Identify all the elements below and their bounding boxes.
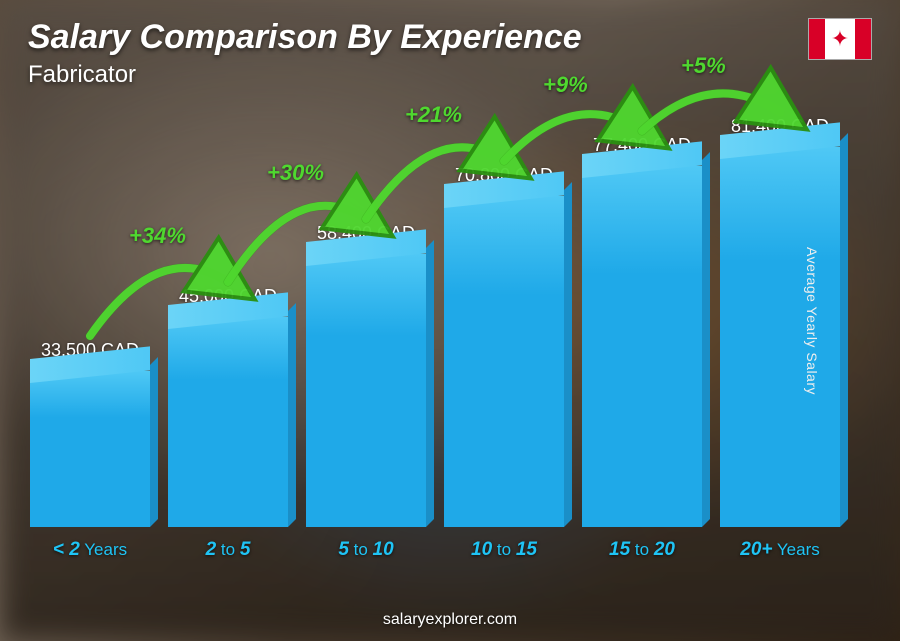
x-axis-label: 15 to 20	[582, 539, 702, 561]
y-axis-label: Average Yearly Salary	[804, 247, 820, 395]
bar	[168, 317, 288, 527]
header: Salary Comparison By Experience Fabricat…	[28, 18, 872, 89]
bar-group: 77,400 CAD	[582, 135, 702, 527]
growth-pct-label: +34%	[129, 223, 186, 249]
bar-group: 45,000 CAD	[168, 286, 288, 527]
x-axis-label: 2 to 5	[168, 539, 288, 561]
bar-group: 33,500 CAD	[30, 340, 150, 527]
bar-group: 81,400 CAD	[720, 116, 840, 527]
x-axis-labels: < 2 Years 2 to 5 5 to 10 10 to 15 15 to 20 20…	[30, 539, 840, 561]
x-axis-label: 10 to 15	[444, 539, 564, 561]
x-axis-label: 5 to 10	[306, 539, 426, 561]
bar	[306, 254, 426, 527]
bar	[444, 196, 564, 527]
bar-group: 58,400 CAD	[306, 223, 426, 527]
footer-attribution: salaryexplorer.com	[0, 611, 900, 629]
chart-area: 33,500 CAD 45,000 CAD 58,400 CAD 70,800 …	[30, 130, 840, 561]
page-title: Salary Comparison By Experience	[28, 18, 872, 57]
bar	[30, 371, 150, 527]
bar-group: 70,800 CAD	[444, 165, 564, 527]
growth-pct-label: +21%	[405, 102, 462, 128]
country-flag-icon: ✦	[808, 18, 872, 60]
growth-pct-label: +30%	[267, 160, 324, 186]
growth-pct-label: +9%	[543, 72, 588, 98]
growth-pct-label: +5%	[681, 53, 726, 79]
bar	[582, 166, 702, 527]
bar	[720, 147, 840, 527]
page-subtitle: Fabricator	[28, 61, 872, 89]
x-axis-label: 20+ Years	[720, 539, 840, 561]
x-axis-label: < 2 Years	[30, 539, 150, 561]
bars-container: 33,500 CAD 45,000 CAD 58,400 CAD 70,800 …	[30, 127, 840, 527]
